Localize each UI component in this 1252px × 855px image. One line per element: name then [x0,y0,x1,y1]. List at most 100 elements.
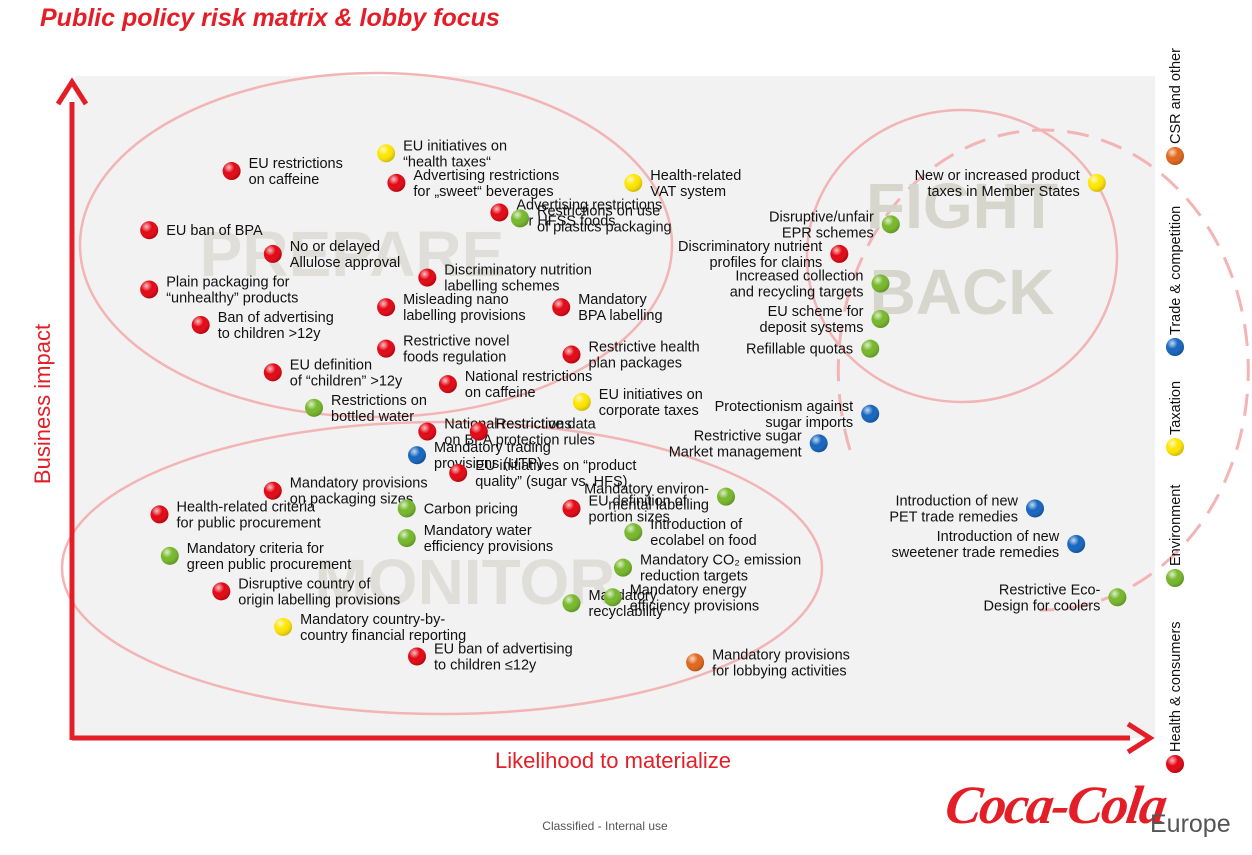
point-label: Refillable quotas [746,342,853,358]
point-marker-shine [418,268,437,287]
legend-label: CSR and other [1168,48,1184,144]
point-label: corporate taxes [599,403,699,419]
point-label: sugar imports [765,415,853,431]
point-label: EU definition of [589,493,688,509]
point-label: Misleading nano [403,292,509,308]
zone-monitor-ellipse [60,420,824,716]
point-label: mental labelling [608,498,709,514]
point-label: Mandatory environ- [584,482,709,498]
point-marker-shine [222,162,241,181]
point-label: PET trade remedies [889,509,1018,525]
point-label: sweetener trade remedies [892,545,1060,561]
point-marker-shine [263,481,282,500]
point-marker-shine [603,588,622,607]
point-marker-shine [274,617,293,636]
legend-item-health: Health & consumers [1166,621,1184,773]
point-marker-shine [830,244,849,263]
plot-background [75,76,1155,738]
point-label: Advertising restrictions [413,168,559,184]
point-label: No or delayed [290,239,380,255]
point-marker-shine [408,647,426,666]
logo-script: Coca-Cola [941,775,1170,835]
point-label: EPR schemes [782,225,874,241]
point-marker-shine [449,463,468,482]
legend-label: Trade & competition [1168,206,1184,335]
point-marker-shine [377,339,396,358]
point-label: Plain packaging for [166,274,289,290]
point-label: on caffeine [465,385,536,401]
point-label: Mandatory [578,292,647,308]
legend-item-trade: Trade & competition [1166,206,1184,356]
point-label: bottled water [331,409,414,425]
point-label: profiles for claims [709,255,822,271]
data-points: EU initiatives on“health taxes“EU restri… [140,138,1127,679]
legend-label: Taxation [1168,381,1184,435]
point-label: Discriminatory nutrition [444,263,591,279]
point-label: Mandatory energy [630,582,748,598]
point-label: green public procurement [187,557,351,573]
point-label: efficiency provisions [424,539,554,555]
point-marker-shine [263,244,282,263]
point-marker-shine [562,345,581,364]
point-label: VAT system [650,184,726,200]
point-marker-shine [140,280,159,299]
point-label: labelling provisions [403,308,526,324]
point-label: “unhealthy” products [166,290,298,306]
point-label: Mandatory criteria for [187,541,324,557]
point-label: Restrictive Eco- [999,582,1101,598]
point-label: protection rules [496,433,595,449]
point-label: EU ban of advertising [434,641,573,657]
point-label: efficiency provisions [630,598,760,614]
x-axis-label: Likelihood to materialize [495,748,731,773]
point-marker-shine [1087,173,1106,192]
point-marker-shine [490,203,509,222]
point-marker-shine [717,487,735,506]
point-label: Disruptive/unfair [769,209,874,225]
point-label: EU initiatives on [599,387,703,403]
point-label: to children ≤12y [434,657,537,673]
point-label: National restrictions [465,369,592,385]
zone-prepare-ellipse [78,71,674,419]
legend-marker-shine [1166,569,1184,587]
policy-point-48: Restrictive Eco-Design for coolers [984,582,1127,614]
point-label: EU restrictions [249,156,343,172]
point-marker-shine [160,546,179,565]
point-marker-shine [397,499,416,518]
point-marker-shine [686,653,705,672]
point-label: Introduction of new [895,493,1018,509]
point-label: Increased collection [735,269,863,285]
point-marker-shine [861,404,880,423]
brand-logo: Coca-Cola Europe [942,774,1246,844]
point-label: EU initiatives on [403,138,507,154]
point-marker-shine [140,221,159,240]
point-marker-shine [150,505,169,524]
y-axis-label: Business impact [30,324,55,484]
zone-label-fight: FIGHT [866,170,1058,242]
point-label: taxes in Member States [927,184,1079,200]
point-marker-shine [624,523,643,542]
point-label: for public procurement [177,515,321,531]
point-label: BPA labelling [578,308,662,324]
